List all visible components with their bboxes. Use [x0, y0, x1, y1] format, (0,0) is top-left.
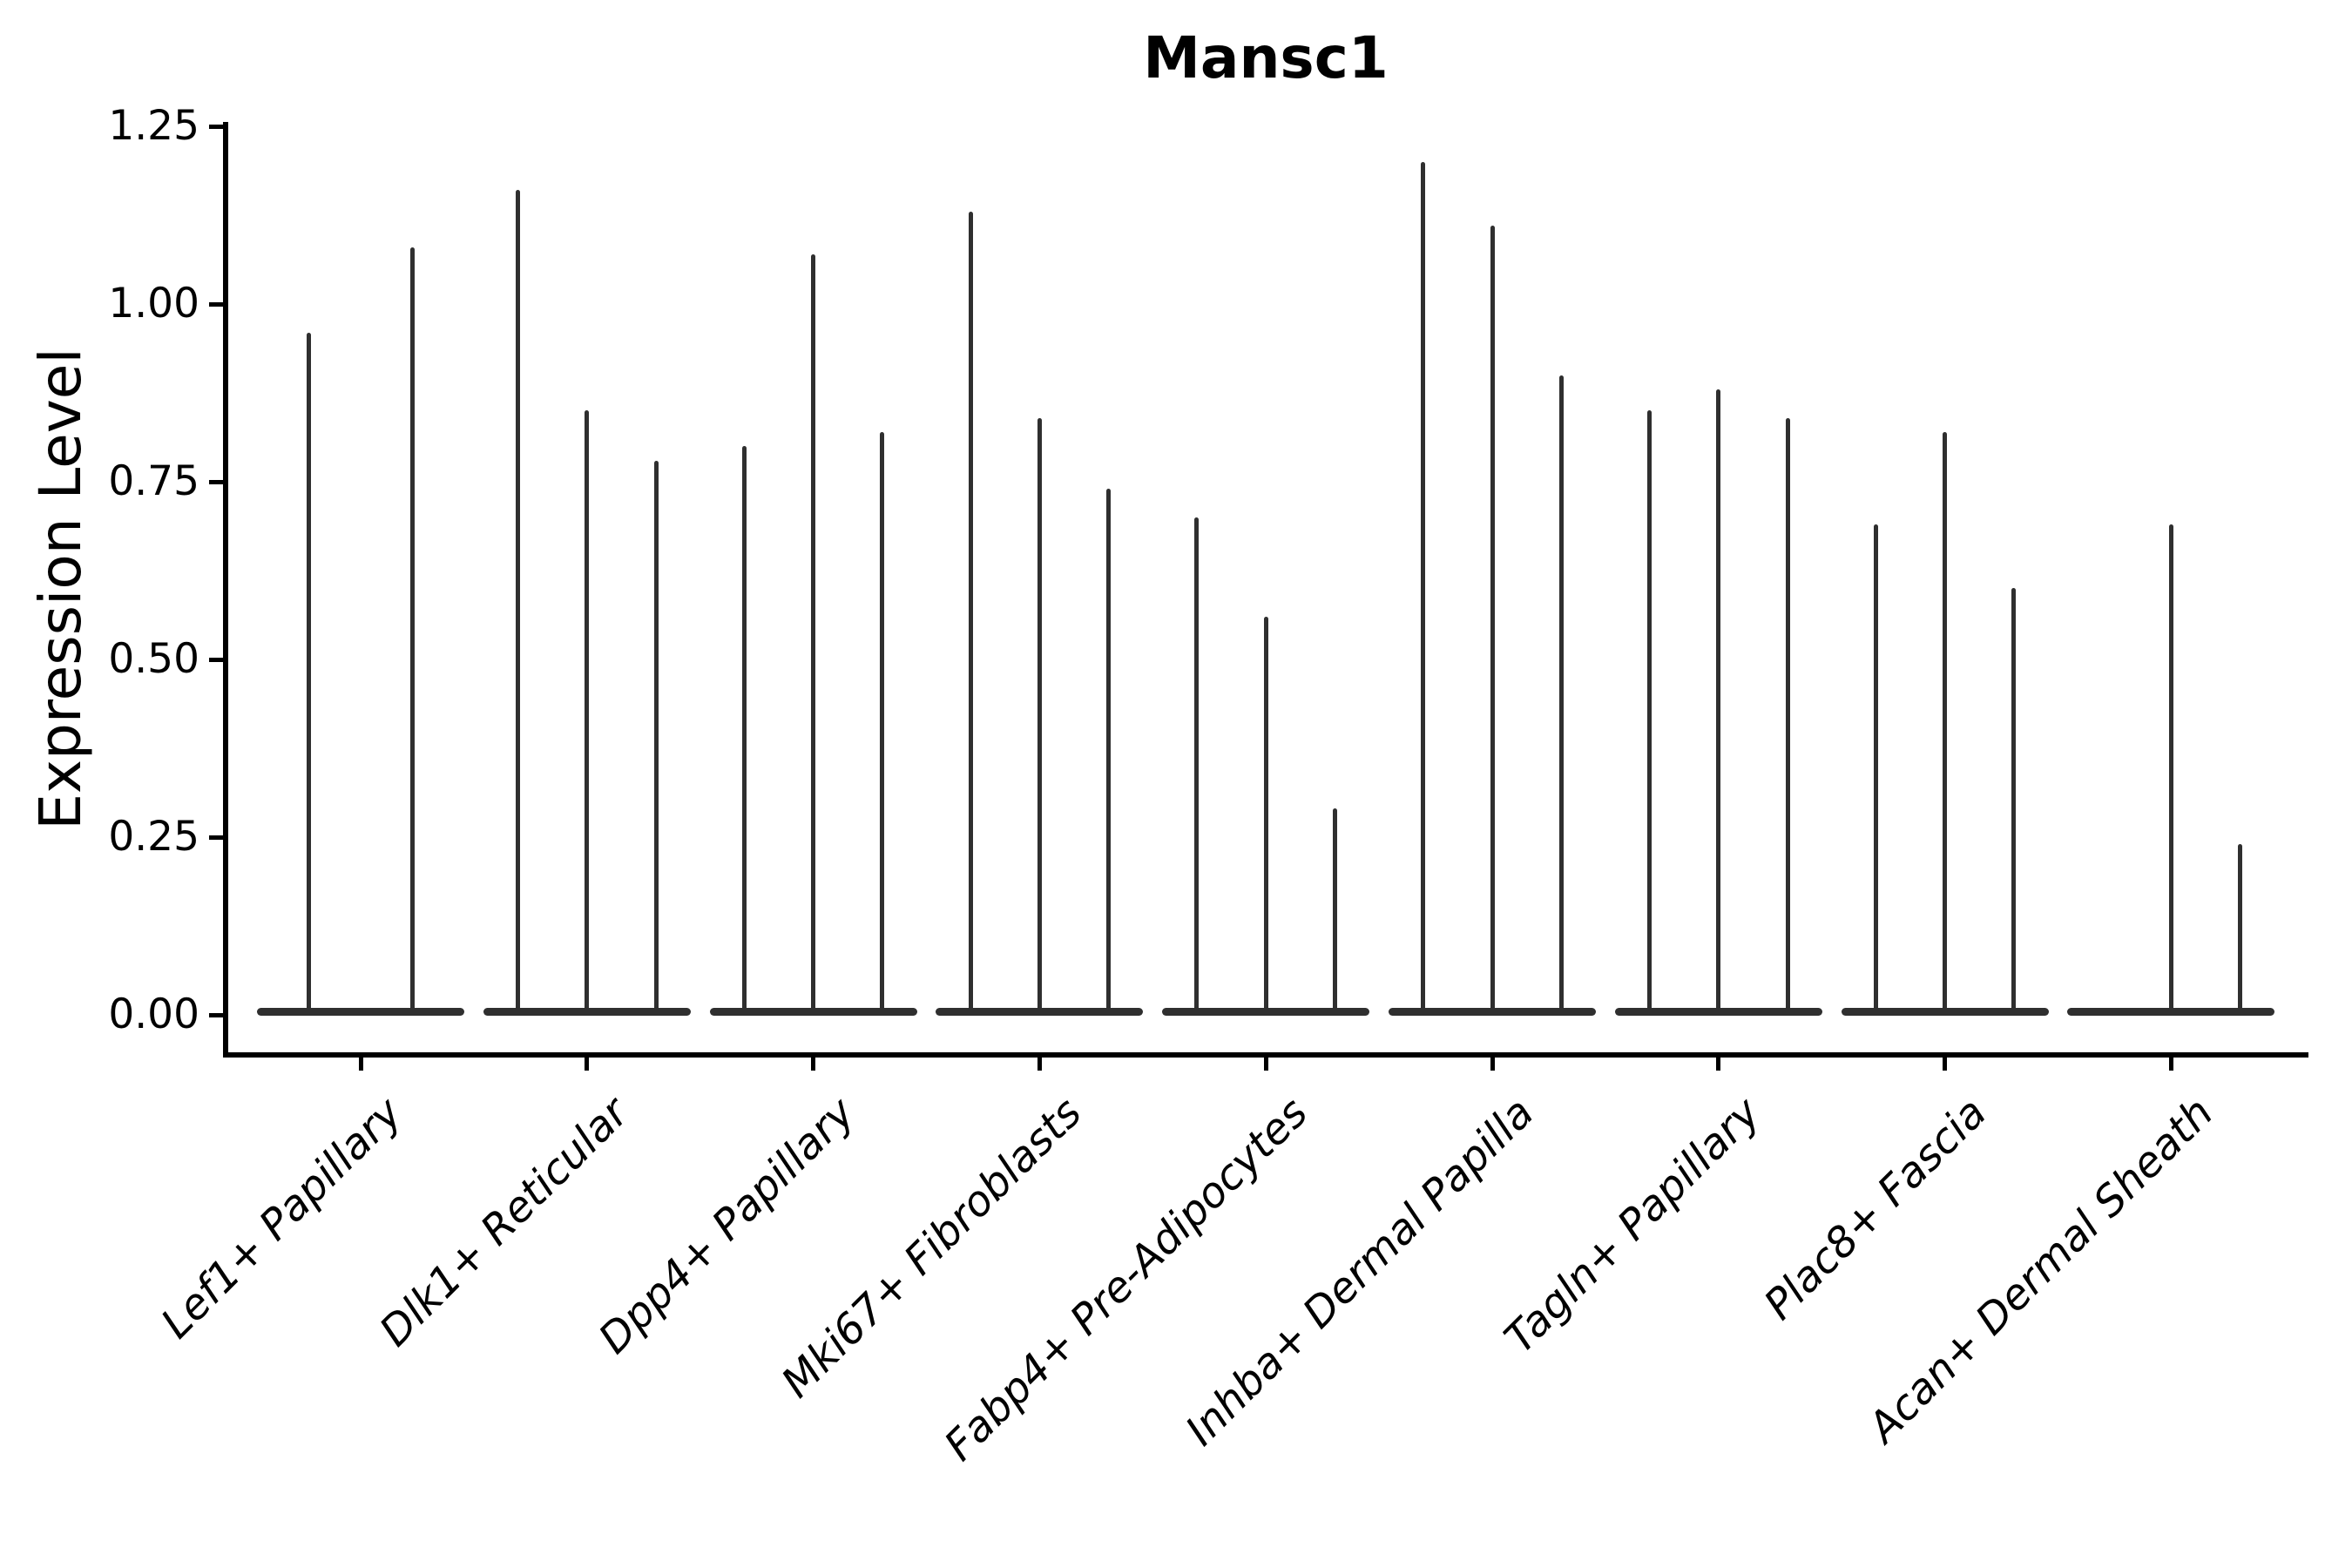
violin-spike: [1943, 431, 1948, 1012]
x-tick-label: Plac8+ Fascia: [1754, 1088, 1997, 1329]
y-tick-label: 0.50: [108, 635, 199, 683]
x-tick-label: Lef1+ Papillary: [152, 1088, 412, 1348]
y-tick-mark: [209, 301, 223, 307]
violin-spike: [1785, 417, 1790, 1012]
violin-spike: [1106, 489, 1112, 1012]
violin-spike: [1716, 389, 1721, 1012]
violin-spike: [741, 446, 747, 1012]
violin-spike: [653, 460, 659, 1012]
x-tick-mark: [1943, 1058, 1948, 1071]
x-tick-mark: [585, 1058, 590, 1071]
violin-spike: [880, 431, 885, 1012]
violin-baseline: [257, 1008, 464, 1016]
violin-spike: [1873, 524, 1878, 1012]
y-tick-mark: [209, 835, 223, 840]
x-tick-mark: [811, 1058, 816, 1071]
x-tick-mark: [1037, 1058, 1042, 1071]
violin-spike: [2238, 844, 2243, 1012]
violin-spike: [2168, 524, 2173, 1012]
violin-spike: [515, 190, 520, 1012]
chart-title: Mansc1: [1143, 24, 1389, 91]
y-tick-mark: [209, 124, 223, 129]
violin-spike: [1490, 226, 1495, 1012]
violin-spike: [1333, 808, 1338, 1012]
x-tick-mark: [1716, 1058, 1721, 1071]
x-tick-label: Tagln+ Papillary: [1495, 1088, 1770, 1363]
violin-spike: [585, 410, 590, 1012]
x-tick-mark: [2168, 1058, 2173, 1071]
x-tick-mark: [1263, 1058, 1268, 1071]
y-axis-label: Expression Level: [27, 348, 94, 830]
violin-spike: [1037, 417, 1042, 1012]
x-tick-label: Fabp4+ Pre-Adipocytes: [935, 1088, 1318, 1470]
violin-spike: [410, 247, 415, 1012]
x-tick-mark: [1490, 1058, 1495, 1071]
violin-spike: [1558, 375, 1564, 1012]
x-tick-label: Dlk1+ Reticular: [370, 1088, 639, 1356]
left-spine: [223, 122, 228, 1058]
y-tick-label: 0.25: [108, 813, 199, 861]
y-tick-mark: [209, 479, 223, 484]
bottom-spine: [223, 1052, 2308, 1058]
violin-spike: [1421, 161, 1426, 1012]
y-tick-mark: [209, 1012, 223, 1017]
y-tick-mark: [209, 657, 223, 662]
violin-spike: [968, 211, 973, 1012]
violin-spike: [811, 253, 816, 1012]
violin-spike: [1646, 410, 1652, 1012]
y-tick-label: 0.00: [108, 990, 199, 1038]
y-tick-label: 0.75: [108, 457, 199, 505]
violin-spike: [307, 332, 311, 1012]
violin-spike: [1263, 617, 1268, 1012]
violin-spike: [1194, 517, 1200, 1012]
violin-spike: [2011, 588, 2017, 1012]
x-tick-mark: [358, 1058, 363, 1071]
y-tick-label: 1.00: [108, 280, 199, 328]
y-tick-label: 1.25: [108, 102, 199, 150]
